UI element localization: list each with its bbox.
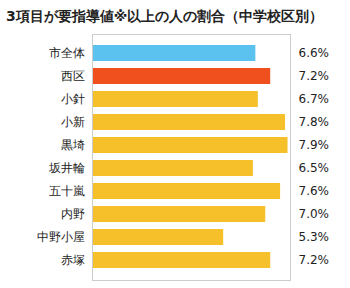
svg-text:五十嵐: 五十嵐: [49, 184, 85, 198]
svg-text:7.8%: 7.8%: [299, 115, 330, 129]
svg-text:坂井輪: 坂井輪: [48, 161, 85, 175]
svg-text:中野小屋: 中野小屋: [37, 230, 85, 244]
svg-text:市全体: 市全体: [49, 46, 85, 60]
svg-text:7.6%: 7.6%: [299, 184, 330, 198]
svg-text:7.2%: 7.2%: [299, 69, 330, 83]
svg-text:6.5%: 6.5%: [299, 161, 330, 175]
svg-text:7.9%: 7.9%: [299, 138, 330, 152]
svg-text:西区: 西区: [61, 69, 85, 83]
svg-text:内野: 内野: [61, 207, 85, 221]
svg-text:小針: 小針: [61, 92, 85, 106]
svg-text:赤塚: 赤塚: [61, 253, 85, 267]
svg-text:7.2%: 7.2%: [299, 253, 330, 267]
svg-text:6.7%: 6.7%: [299, 92, 330, 106]
svg-text:7.0%: 7.0%: [299, 207, 330, 221]
svg-text:5.3%: 5.3%: [299, 230, 330, 244]
svg-text:小新: 小新: [61, 115, 85, 129]
html-text:3項目が要指導値※以上の人の割合（中学校区別）: 3項目が要指導値※以上の人の割合（中学校区別）: [6, 8, 324, 24]
svg-text:6.6%: 6.6%: [299, 46, 330, 60]
svg-text:黒埼: 黒埼: [61, 138, 85, 152]
